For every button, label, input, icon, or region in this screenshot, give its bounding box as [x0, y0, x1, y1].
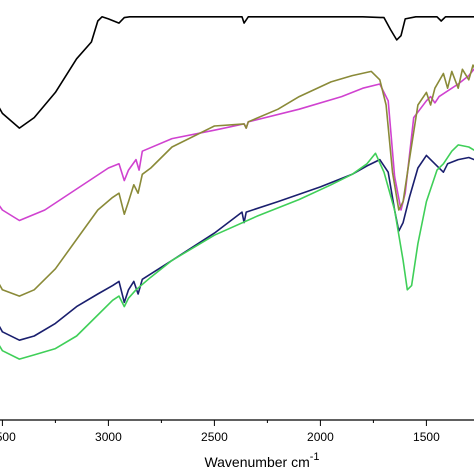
x-axis-title-text: Wavenumber cm: [204, 454, 309, 470]
series-line-3: [0, 64, 474, 297]
x-axis-title-superscript: -1: [310, 451, 320, 463]
x-tick-label: 2000: [307, 430, 334, 444]
series-line-4: [0, 154, 474, 341]
x-axis-title: Wavenumber cm-1: [204, 451, 319, 470]
series-line-2: [0, 67, 474, 222]
x-tick-label: 3000: [95, 430, 122, 444]
x-tick-label: 2500: [201, 430, 228, 444]
x-axis-ticks: 3500 3000 2500 2000 1500: [0, 420, 440, 444]
x-tick-label: 3500: [0, 430, 16, 444]
series-line-1: [0, 16, 474, 129]
series-line-5: [0, 144, 474, 360]
plot-area: [0, 16, 474, 360]
x-tick-label: 1500: [413, 430, 440, 444]
